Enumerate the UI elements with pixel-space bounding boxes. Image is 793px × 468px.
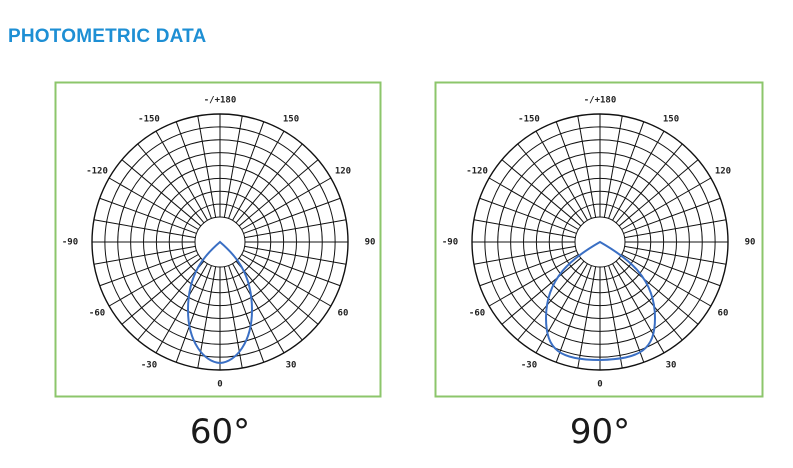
- grid-spoke: [517, 260, 585, 341]
- beam-caption: 60°: [190, 412, 250, 452]
- grid-spoke: [535, 130, 588, 221]
- panel-frame: [54, 81, 382, 398]
- grid-spoke: [108, 177, 199, 230]
- grid-spoke: [232, 263, 285, 354]
- grid-spoke: [535, 263, 588, 354]
- angle-label: 150: [663, 115, 679, 125]
- grid-spoke: [155, 130, 208, 221]
- grid-spoke: [121, 257, 202, 325]
- angle-label: 0: [217, 380, 222, 390]
- grid-spoke: [612, 130, 665, 221]
- grid-spoke: [603, 266, 623, 369]
- angle-label: -150: [138, 115, 160, 125]
- grid-spoke: [621, 177, 712, 230]
- angle-label: 90: [745, 238, 756, 248]
- grid-spoke: [243, 197, 341, 234]
- grid-spoke: [479, 197, 577, 234]
- angle-label: -/+180: [204, 96, 237, 106]
- grid-spoke: [473, 245, 576, 265]
- angle-label: 30: [666, 360, 677, 370]
- grid-spoke: [608, 265, 645, 363]
- grid-spoke: [155, 263, 208, 354]
- grid-spoke: [615, 260, 683, 341]
- grid-spoke: [517, 143, 585, 224]
- grid-spoke: [137, 260, 205, 341]
- grid-spoke: [608, 121, 645, 219]
- angle-label: 60: [338, 309, 349, 319]
- angle-label: 30: [286, 360, 297, 370]
- grid-spoke: [244, 245, 347, 265]
- beam-curve: [186, 240, 254, 365]
- grid-spoke: [577, 266, 597, 369]
- grid-spoke: [99, 197, 197, 234]
- angle-label: 90: [365, 238, 376, 248]
- beam-caption: 90°: [570, 412, 630, 452]
- angle-label: -30: [521, 360, 537, 370]
- grid-spoke: [244, 219, 347, 239]
- grid-spoke: [623, 197, 721, 234]
- beam-curve: [544, 240, 657, 362]
- grid-spoke: [197, 115, 217, 218]
- grid-spoke: [623, 250, 721, 287]
- grid-spoke: [473, 219, 576, 239]
- grid-spoke: [93, 219, 196, 239]
- grid-spoke: [241, 177, 332, 230]
- grid-spoke: [243, 250, 341, 287]
- polar-panel: -/+180 -150 150 -120 120 -90 90 -60 60 -30 30 0 60°: [54, 81, 382, 452]
- grid-spoke: [228, 265, 265, 363]
- angle-label: 120: [335, 167, 351, 177]
- grid-spoke: [624, 219, 727, 239]
- grid-spoke: [612, 263, 665, 354]
- grid-spoke: [501, 257, 582, 325]
- grid-spoke: [175, 121, 212, 219]
- angle-label: -90: [442, 238, 458, 248]
- angle-label: 150: [283, 115, 299, 125]
- grid-spoke: [99, 250, 197, 287]
- polar-grid: -/+180 -150 150 -120 120 -90 90 -60 60 -30 30 0: [442, 96, 756, 390]
- angle-label: -120: [466, 167, 488, 177]
- grid-spoke: [555, 121, 592, 219]
- angle-label: 120: [715, 167, 731, 177]
- grid-spoke: [618, 257, 699, 325]
- grid-spoke: [228, 121, 265, 219]
- grid-spoke: [624, 245, 727, 265]
- grid-spoke: [618, 159, 699, 227]
- grid-spoke: [137, 143, 205, 224]
- angle-label: -60: [469, 309, 485, 319]
- angle-label: -150: [518, 115, 540, 125]
- grid-spoke: [108, 254, 199, 307]
- angle-label: -120: [86, 167, 108, 177]
- panel-frame: [434, 81, 764, 398]
- grid-spoke: [615, 143, 683, 224]
- grid-spoke: [555, 265, 592, 363]
- grid-spoke: [238, 257, 319, 325]
- grid-spoke: [93, 245, 196, 265]
- grid-spoke: [241, 254, 332, 307]
- grid-spoke: [488, 177, 579, 230]
- grid-spoke: [223, 115, 243, 218]
- grid-spoke: [603, 115, 623, 218]
- grid-spoke: [479, 250, 577, 287]
- grid-spoke: [121, 159, 202, 227]
- grid-spoke: [577, 115, 597, 218]
- angle-label: -90: [62, 238, 78, 248]
- angle-label: -30: [141, 360, 157, 370]
- angle-label: -/+180: [584, 96, 617, 106]
- grid-spoke: [232, 130, 285, 221]
- angle-label: 0: [597, 380, 602, 390]
- grid-spoke: [175, 265, 212, 363]
- polar-grid: -/+180 -150 150 -120 120 -90 90 -60 60 -30 30 0: [62, 96, 376, 390]
- grid-spoke: [621, 254, 712, 307]
- angle-label: -60: [89, 309, 105, 319]
- grid-spoke: [235, 143, 303, 224]
- grid-spoke: [238, 159, 319, 227]
- grid-spoke: [235, 260, 303, 341]
- grid-spoke: [488, 254, 579, 307]
- polar-panel: -/+180 -150 150 -120 120 -90 90 -60 60 -30 30 0 90°: [434, 81, 764, 452]
- section-title: PHOTOMETRIC DATA: [8, 26, 207, 47]
- angle-label: 60: [718, 309, 729, 319]
- grid-spoke: [501, 159, 582, 227]
